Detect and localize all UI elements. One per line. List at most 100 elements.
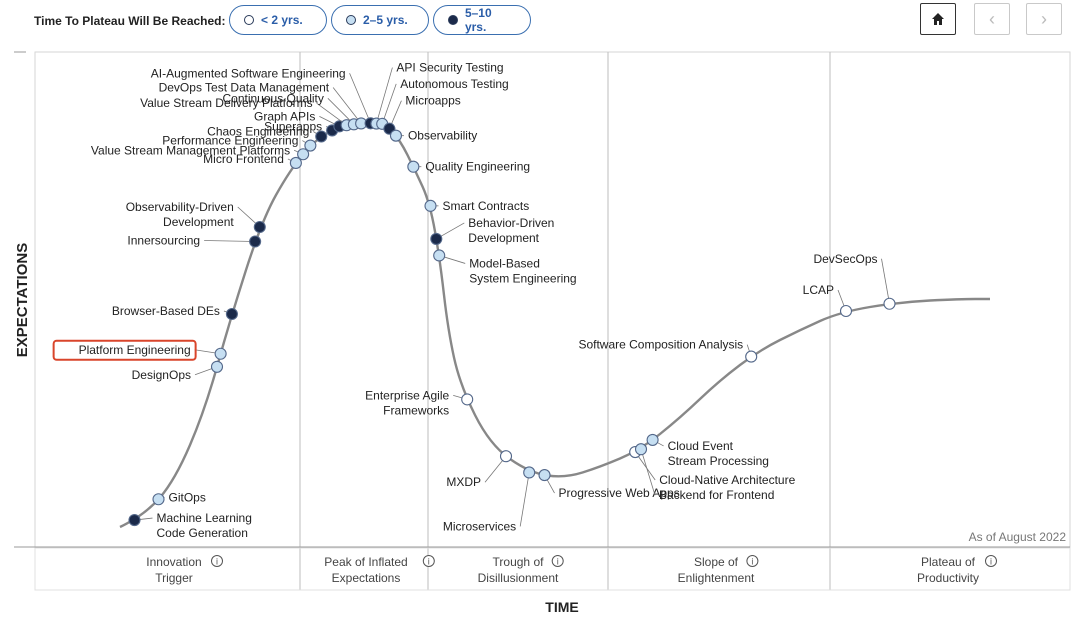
- leader-line: [332, 87, 362, 124]
- tech-label: GitOps: [169, 490, 206, 504]
- home-icon: [932, 13, 944, 25]
- legend-dot-navy-icon: [448, 15, 458, 25]
- tech-label: Model-Based: [469, 256, 540, 270]
- phase-strip: [34, 547, 1071, 591]
- phase-label: Productivity: [917, 571, 979, 585]
- leader-line: [519, 472, 530, 527]
- legend-dot-light-blue-icon: [346, 15, 356, 25]
- info-icon: [211, 555, 223, 567]
- info-icon-glyph: i: [751, 557, 753, 567]
- tech-point: [745, 350, 758, 363]
- info-icon-glyph: i: [216, 557, 218, 567]
- tech-point: [289, 156, 302, 169]
- info-icon: [551, 555, 564, 567]
- tech-point: [839, 304, 853, 318]
- tech-label: LCAP: [803, 283, 834, 297]
- tech-point: [304, 139, 317, 152]
- tech-label: Cloud Event: [668, 439, 734, 453]
- tech-point: [128, 513, 141, 527]
- highlight-box: [52, 339, 197, 361]
- tech-label: API Security Testing: [396, 61, 503, 75]
- tech-label: Development: [468, 231, 539, 245]
- tech-label: Continuous Quality: [222, 91, 323, 105]
- toolbar: Time To Plateau Will Be Reached: < 2 yrs…: [0, 0, 1080, 44]
- filter-pill-label: < 2 yrs.: [261, 13, 303, 27]
- tech-point: [634, 443, 648, 456]
- tech-label: DevSecOps: [813, 252, 877, 266]
- tech-label: Smart Contracts: [443, 199, 530, 213]
- tech-point: [225, 307, 238, 321]
- tech-label: Enterprise Agile: [365, 388, 449, 402]
- tech-point: [523, 466, 536, 479]
- leader-line: [381, 83, 397, 124]
- plot-frame: [34, 51, 1071, 549]
- tech-label: Software Composition Analysis: [578, 338, 743, 352]
- tech-label: System Engineering: [469, 271, 576, 285]
- tech-label: Graph APIs: [254, 109, 315, 123]
- phase-label: Trough of: [493, 555, 545, 569]
- phase-label: Innovation: [146, 555, 201, 569]
- tech-point: [461, 393, 474, 406]
- phase-label: Plateau of: [921, 555, 976, 569]
- tech-label: Performance Engineering: [162, 134, 298, 148]
- leader-line: [204, 240, 256, 242]
- prev-button[interactable]: ‹: [974, 3, 1010, 35]
- tech-point: [538, 469, 551, 482]
- tech-point: [433, 249, 446, 262]
- tech-label: MXDP: [446, 475, 481, 489]
- tech-point: [297, 148, 310, 161]
- phase-label: Disillusionment: [478, 571, 559, 585]
- filter-pill-5to10[interactable]: 5–10 yrs.: [433, 5, 531, 35]
- info-icon-glyph: i: [557, 557, 559, 567]
- leader-line: [376, 67, 393, 124]
- tech-point: [646, 433, 659, 446]
- info-icon: [422, 555, 435, 567]
- hype-curve: [119, 122, 990, 529]
- chevron-right-icon: ›: [1041, 9, 1047, 29]
- filter-pill-2to5[interactable]: 2–5 yrs.: [331, 5, 429, 35]
- tech-point: [210, 360, 224, 373]
- tech-point: [424, 199, 437, 212]
- tech-point: [499, 450, 513, 463]
- tech-label: AI-Augmented Software Engineering: [151, 66, 346, 80]
- legend-dot-white-icon: [244, 15, 254, 25]
- tech-label: Superapps: [264, 119, 322, 133]
- next-button[interactable]: ›: [1026, 3, 1062, 35]
- tech-label: Microapps: [405, 94, 460, 108]
- tech-label: Quality Engineering: [425, 160, 530, 174]
- leader-line: [349, 73, 371, 124]
- info-icon: [985, 555, 997, 567]
- tech-label: DevOps Test Data Management: [159, 80, 330, 94]
- home-button[interactable]: [920, 3, 956, 35]
- tech-point: [430, 232, 443, 245]
- legend-label: Time To Plateau Will Be Reached:: [34, 14, 226, 28]
- tech-label: Machine Learning: [157, 511, 252, 525]
- tech-label: Stream Processing: [668, 454, 769, 468]
- tech-label: Microservices: [443, 519, 516, 533]
- tech-label: Progressive Web Apps: [559, 486, 680, 500]
- tech-label: Innersourcing: [127, 234, 200, 248]
- tech-point: [249, 235, 262, 248]
- x-axis-label: TIME: [545, 599, 578, 615]
- tech-label: Observability-Driven: [126, 200, 234, 214]
- info-icon: [746, 555, 759, 567]
- phase-label: Enlightenment: [678, 571, 755, 585]
- info-icon-glyph: i: [428, 557, 430, 567]
- phase-label: Peak of Inflated: [324, 555, 407, 569]
- phase-label: Trigger: [155, 571, 193, 585]
- tech-point: [253, 220, 266, 234]
- tech-label: Micro Frontend: [203, 152, 284, 166]
- tech-label: Behavior-Driven: [468, 216, 554, 230]
- leader-line: [327, 98, 355, 125]
- phase-label: Slope of: [694, 555, 739, 569]
- tech-label: Development: [163, 215, 234, 229]
- filter-pill-lt2[interactable]: < 2 yrs.: [229, 5, 327, 35]
- tech-label: Value Stream Delivery Platforms: [140, 96, 313, 110]
- tech-point: [407, 160, 420, 173]
- phase-label: Expectations: [332, 571, 401, 585]
- tech-point: [389, 129, 403, 142]
- filter-pill-label: 2–5 yrs.: [363, 13, 408, 27]
- tech-label: Autonomous Testing: [400, 77, 509, 91]
- leader-line: [316, 102, 347, 126]
